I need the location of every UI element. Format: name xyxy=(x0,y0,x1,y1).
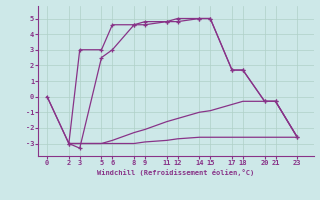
X-axis label: Windchill (Refroidissement éolien,°C): Windchill (Refroidissement éolien,°C) xyxy=(97,169,255,176)
